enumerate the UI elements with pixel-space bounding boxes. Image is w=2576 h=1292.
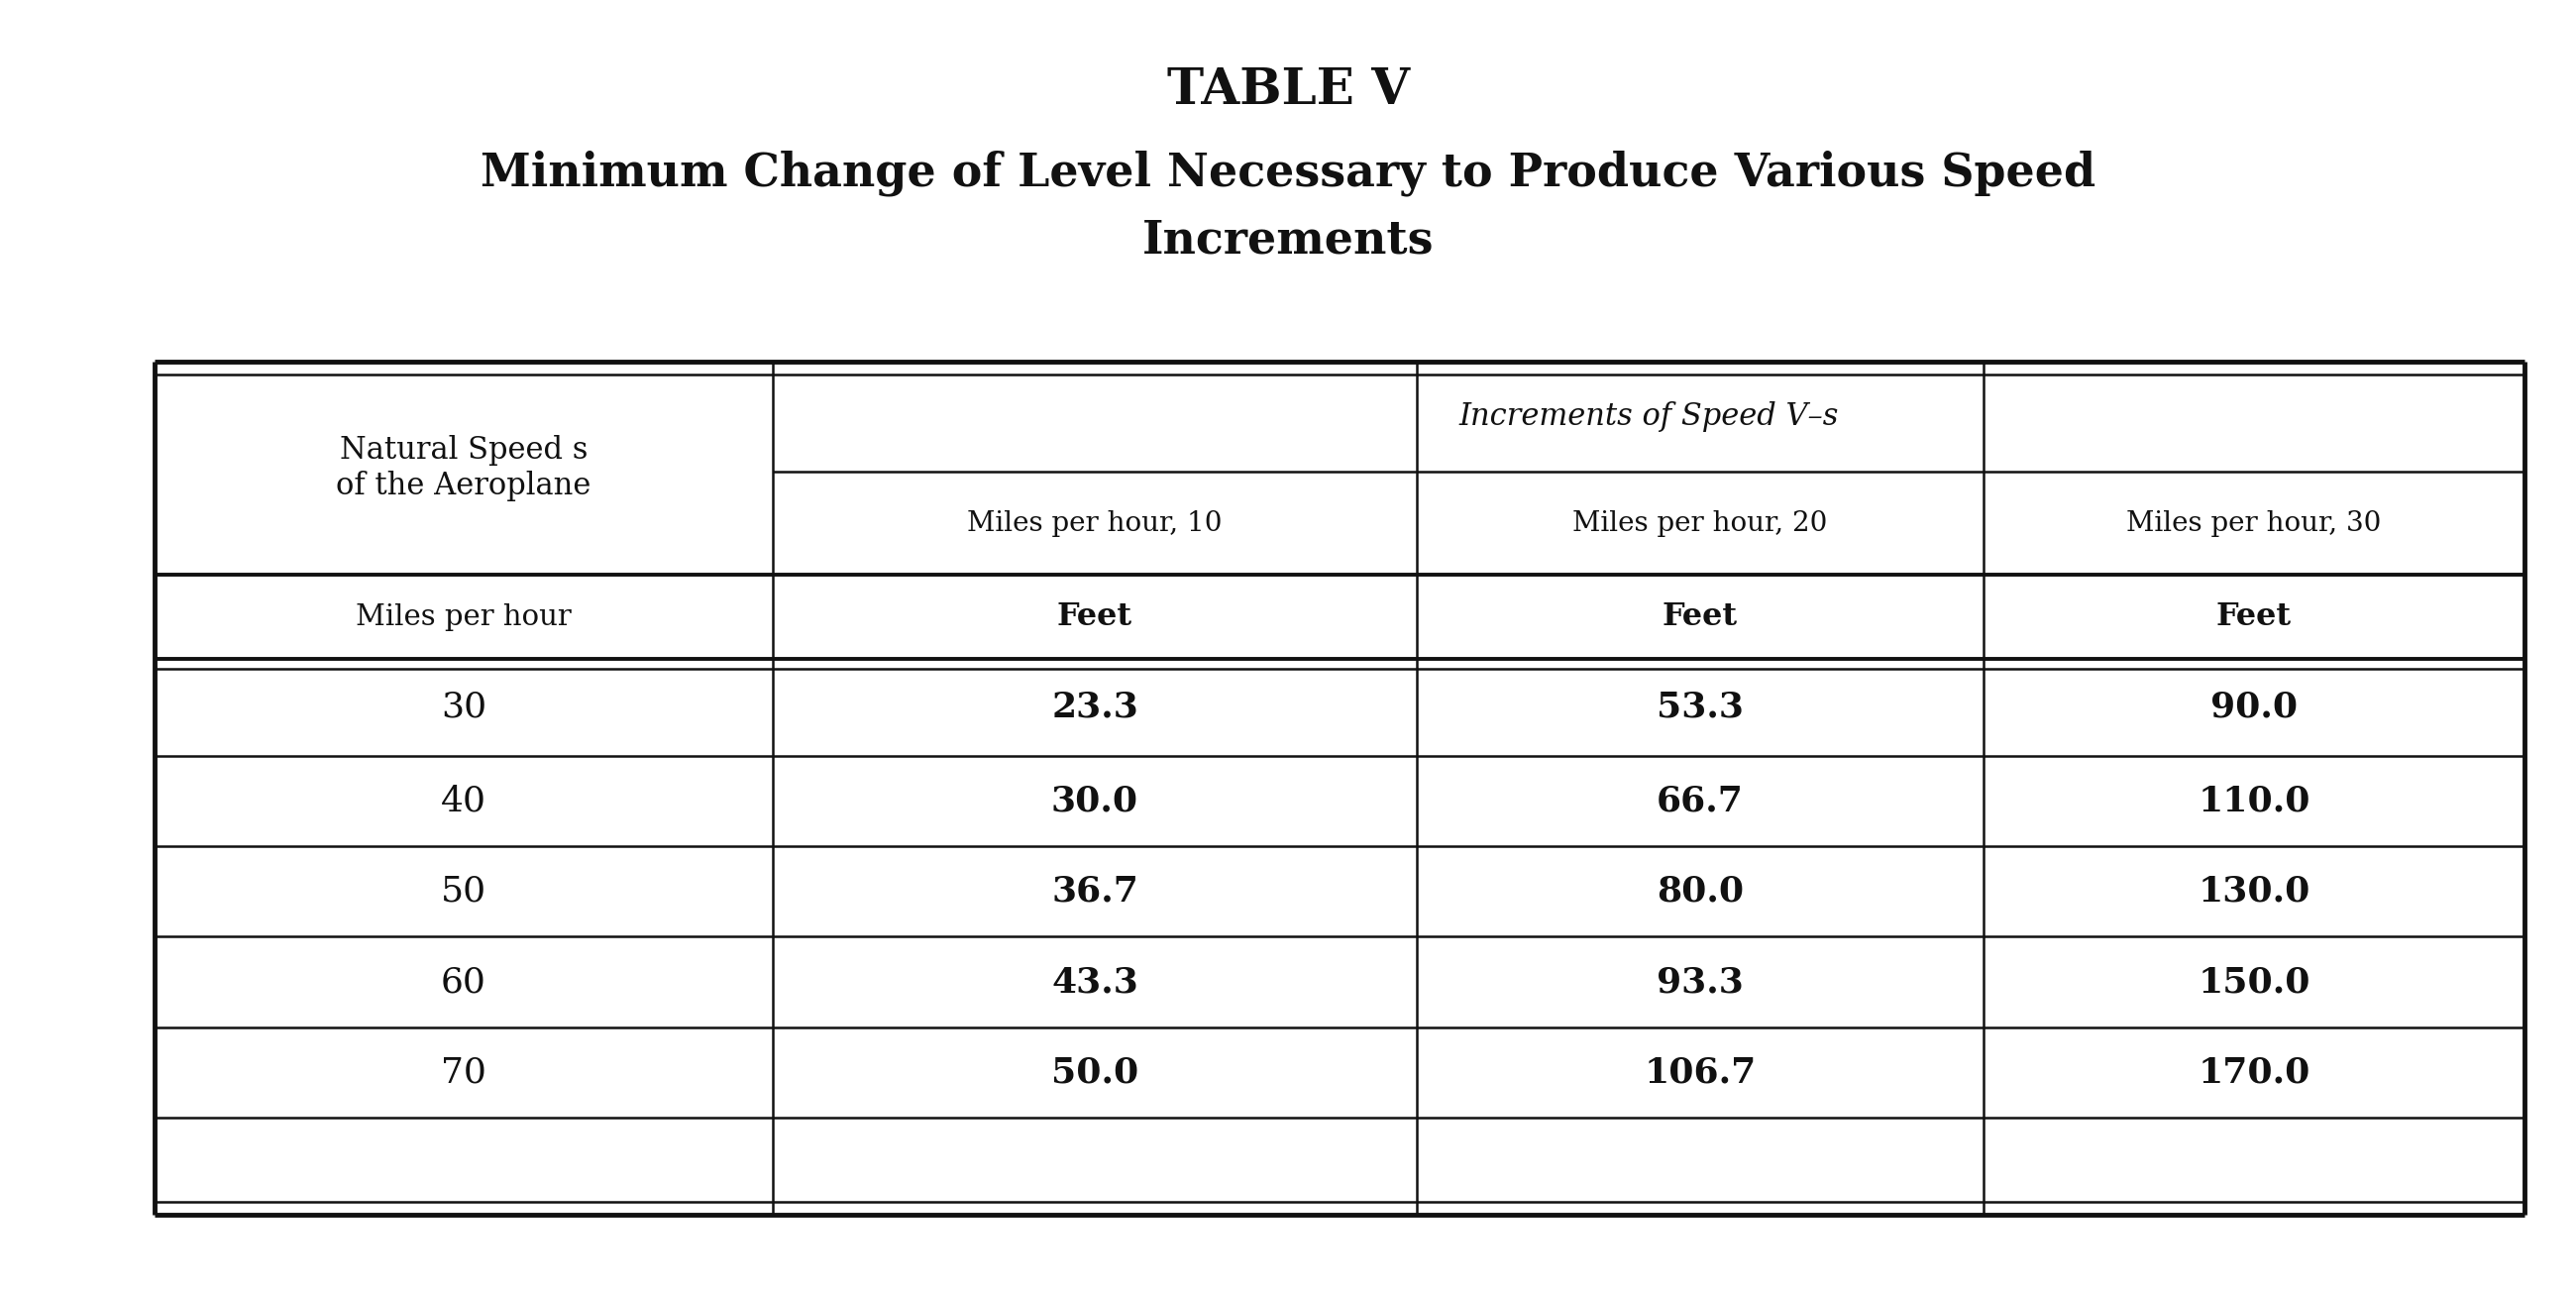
Text: TABLE V: TABLE V bbox=[1167, 66, 1409, 115]
Text: 90.0: 90.0 bbox=[2210, 690, 2298, 725]
Text: 93.3: 93.3 bbox=[1656, 965, 1744, 999]
Text: 40: 40 bbox=[440, 784, 487, 818]
Text: 170.0: 170.0 bbox=[2197, 1056, 2311, 1089]
Text: 43.3: 43.3 bbox=[1051, 965, 1139, 999]
Text: Miles per hour, 20: Miles per hour, 20 bbox=[1574, 510, 1826, 536]
Text: 70: 70 bbox=[440, 1056, 487, 1089]
Text: 60: 60 bbox=[440, 965, 487, 999]
Text: 30: 30 bbox=[440, 690, 487, 725]
Text: 36.7: 36.7 bbox=[1051, 875, 1139, 908]
Text: 50.0: 50.0 bbox=[1051, 1056, 1139, 1089]
Text: 50: 50 bbox=[440, 875, 487, 908]
Text: Miles per hour, 30: Miles per hour, 30 bbox=[2128, 510, 2380, 536]
Text: Minimum Change of Level Necessary to Produce Various Speed
Increments: Minimum Change of Level Necessary to Pro… bbox=[479, 150, 2097, 264]
Text: 110.0: 110.0 bbox=[2197, 784, 2311, 818]
Text: 66.7: 66.7 bbox=[1656, 784, 1744, 818]
Text: 23.3: 23.3 bbox=[1051, 690, 1139, 725]
Text: 30.0: 30.0 bbox=[1051, 784, 1139, 818]
Text: 106.7: 106.7 bbox=[1643, 1056, 1757, 1089]
Text: 53.3: 53.3 bbox=[1656, 690, 1744, 725]
Text: 80.0: 80.0 bbox=[1656, 875, 1744, 908]
Text: 130.0: 130.0 bbox=[2197, 875, 2311, 908]
Text: 150.0: 150.0 bbox=[2197, 965, 2311, 999]
Text: Miles per hour, 10: Miles per hour, 10 bbox=[966, 510, 1224, 536]
Text: Natural Speed s
of the Aeroplane: Natural Speed s of the Aeroplane bbox=[337, 435, 590, 501]
Text: Feet: Feet bbox=[2215, 602, 2293, 632]
Text: Increments of Speed V–s: Increments of Speed V–s bbox=[1458, 402, 1839, 432]
Text: Feet: Feet bbox=[1662, 602, 1739, 632]
Text: Feet: Feet bbox=[1056, 602, 1133, 632]
Text: Miles per hour: Miles per hour bbox=[355, 603, 572, 630]
